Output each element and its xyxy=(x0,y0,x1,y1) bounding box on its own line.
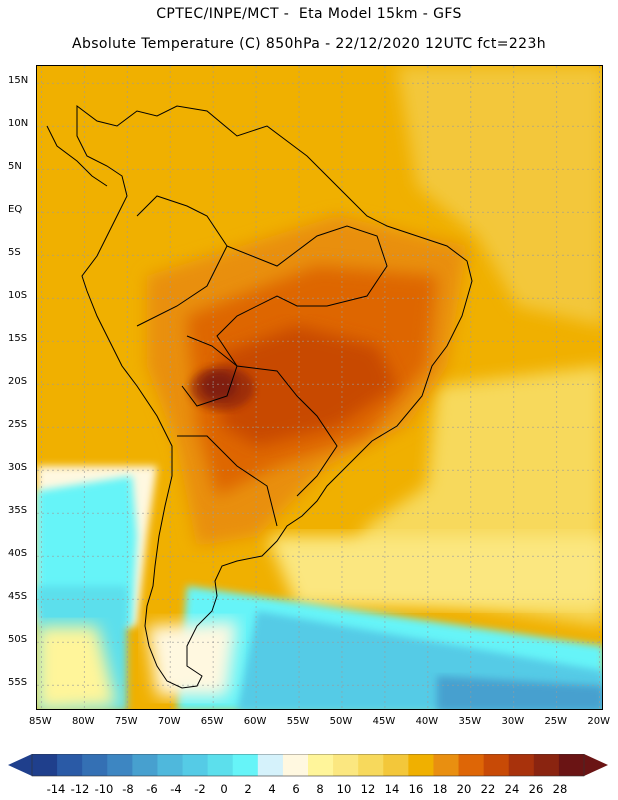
temperature-field-hotspot-ring xyxy=(190,366,254,410)
color-scale-label: 10 xyxy=(336,782,352,796)
latitude-label: 5N xyxy=(8,161,22,173)
color-scale-swatch xyxy=(32,754,58,776)
temperature-field-ocean-north xyxy=(397,66,602,326)
longitude-label: 55W xyxy=(286,716,310,727)
longitude-label: 75W xyxy=(114,716,138,727)
latitude-label: 50S xyxy=(8,634,28,646)
temperature-field-patagonia-cold xyxy=(147,621,237,696)
coastlines-and-borders xyxy=(46,105,473,689)
latitude-label: 55S xyxy=(8,677,28,689)
latitude-label: 5S xyxy=(8,247,21,259)
border-bolivia xyxy=(181,335,238,407)
color-scale-swatch xyxy=(508,754,535,776)
latitude-label: 20S xyxy=(8,376,28,388)
color-scale-label: 2 xyxy=(244,782,252,796)
color-scale-label: 8 xyxy=(316,782,324,796)
color-scale-swatch xyxy=(333,754,359,776)
border-central-america xyxy=(46,125,108,187)
latitude-label: 10N xyxy=(8,118,29,130)
color-scale-swatch xyxy=(433,754,460,776)
longitude-label: 20W xyxy=(587,716,611,727)
temperature-field-continent-hotter xyxy=(217,326,397,446)
border-argentina xyxy=(177,435,278,527)
latitude-label: 40S xyxy=(8,548,28,560)
color-scale-swatch xyxy=(458,754,485,776)
latitude-label: EQ xyxy=(8,204,23,216)
border-andes xyxy=(136,195,228,327)
longitude-label: 60W xyxy=(243,716,267,727)
longitude-label: 70W xyxy=(157,716,181,727)
color-scale-label: -4 xyxy=(170,782,182,796)
longitude-label: 50W xyxy=(329,716,353,727)
color-scale-label: 4 xyxy=(268,782,276,796)
temperature-field-southwest-yellow xyxy=(37,626,117,709)
color-scale-label: 26 xyxy=(528,782,544,796)
map-title-line-1: CPTEC/INPE/MCT - Eta Model 15km - GFS xyxy=(156,6,462,22)
map-title-line-2: Absolute Temperature (C) 850hPa - 22/12/… xyxy=(71,36,547,52)
color-scale-label: 16 xyxy=(408,782,424,796)
color-scale-arrow-high xyxy=(584,754,608,776)
color-scale-arrow-low xyxy=(8,754,32,776)
color-scale-label: 20 xyxy=(456,782,472,796)
color-scale-swatch xyxy=(182,754,209,776)
longitude-label: 65W xyxy=(200,716,224,727)
longitude-label: 80W xyxy=(71,716,95,727)
color-scale-label: 0 xyxy=(220,782,228,796)
color-scale-label: 6 xyxy=(292,782,300,796)
latitude-label: 15N xyxy=(8,75,29,87)
color-scale-swatch xyxy=(57,754,83,776)
color-scale-label: -6 xyxy=(146,782,158,796)
color-scale-swatch xyxy=(558,754,585,776)
color-scale-swatch xyxy=(157,754,184,776)
color-scale-swatch xyxy=(282,754,309,776)
latitude-label: 45S xyxy=(8,591,28,603)
color-scale-swatch xyxy=(408,754,434,776)
longitude-label: 45W xyxy=(372,716,396,727)
color-scale-label: 18 xyxy=(432,782,448,796)
longitude-label: 40W xyxy=(415,716,439,727)
south-america-coastline xyxy=(76,105,473,689)
color-scale-label: 22 xyxy=(480,782,496,796)
longitude-label: 35W xyxy=(458,716,482,727)
color-scale-swatch xyxy=(132,754,158,776)
latitude-label: 10S xyxy=(8,290,28,302)
color-scale-label: -12 xyxy=(70,782,90,796)
latitude-label: 35S xyxy=(8,505,28,517)
color-scale-swatch xyxy=(533,754,560,776)
color-scale-label: 14 xyxy=(384,782,400,796)
color-scale-label: 28 xyxy=(552,782,568,796)
color-scale-label: 24 xyxy=(504,782,520,796)
color-scale-swatch xyxy=(232,754,259,776)
color-scale-outline xyxy=(31,754,585,777)
color-scale-swatch xyxy=(308,754,334,776)
color-scale-label: 12 xyxy=(360,782,376,796)
border-brazil xyxy=(216,225,388,497)
longitude-label: 30W xyxy=(501,716,525,727)
color-scale-bar xyxy=(8,754,608,777)
color-scale-swatch xyxy=(257,754,284,776)
color-scale-label: -8 xyxy=(122,782,134,796)
color-scale-swatch xyxy=(207,754,234,776)
color-scale-swatch xyxy=(82,754,108,776)
color-scale-swatch xyxy=(483,754,510,776)
longitude-label: 25W xyxy=(544,716,568,727)
color-scale-swatch xyxy=(107,754,133,776)
color-scale-swatch xyxy=(358,754,384,776)
temperature-map xyxy=(36,65,603,710)
longitude-label: 85W xyxy=(28,716,52,727)
latitude-label: 25S xyxy=(8,419,28,431)
color-scale-label: -10 xyxy=(94,782,114,796)
color-scale-swatch xyxy=(383,754,409,776)
temperature-field-south-atlantic-deep xyxy=(437,676,602,709)
temperature-field-atlantic-cool xyxy=(267,536,602,606)
latitude-label: 30S xyxy=(8,462,28,474)
color-scale-label: -14 xyxy=(46,782,66,796)
latitude-label: 15S xyxy=(8,333,28,345)
color-scale-label: -2 xyxy=(194,782,206,796)
